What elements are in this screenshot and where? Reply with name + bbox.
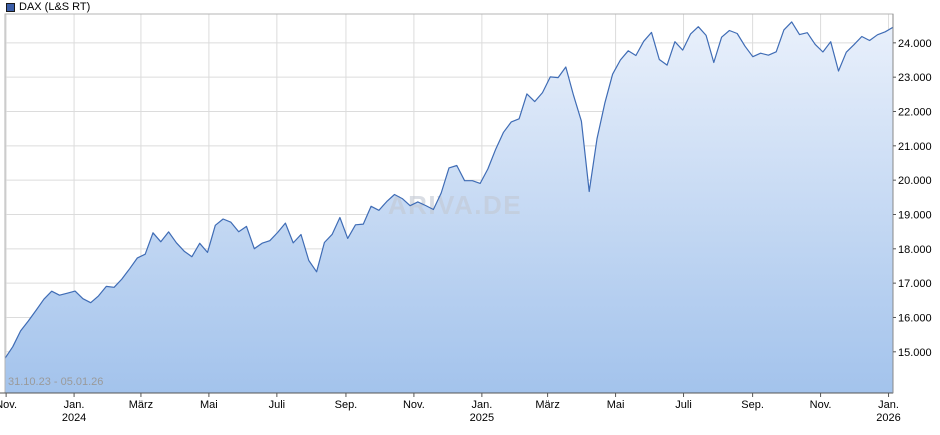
x-axis-year-label: 2026 bbox=[876, 412, 900, 424]
x-axis-label: März bbox=[129, 399, 153, 411]
x-axis-label: Juli bbox=[269, 399, 286, 411]
series-label: DAX (L&S RT) bbox=[19, 1, 91, 13]
series-marker-icon bbox=[6, 2, 15, 12]
chart-legend: DAX (L&S RT) bbox=[6, 1, 90, 13]
area-fill bbox=[5, 21, 893, 394]
y-axis-label: 23.000 bbox=[898, 72, 932, 84]
x-axis-label: Jan. bbox=[471, 399, 492, 411]
x-axis-label: Mai bbox=[607, 399, 625, 411]
y-axis-label: 21.000 bbox=[898, 141, 932, 153]
y-axis-label: 18.000 bbox=[898, 244, 932, 256]
x-axis-label: Sep. bbox=[335, 399, 358, 411]
y-axis-label: 17.000 bbox=[898, 278, 932, 290]
y-axis-label: 15.000 bbox=[898, 347, 932, 359]
x-axis-label: Juli bbox=[675, 399, 692, 411]
y-axis-label: 19.000 bbox=[898, 209, 932, 221]
x-axis-year-label: 2024 bbox=[62, 412, 86, 424]
x-axis-label: Mai bbox=[200, 399, 218, 411]
x-axis-label: Nov. bbox=[810, 399, 832, 411]
date-range-label: 31.10.23 - 05.01.26 bbox=[8, 376, 104, 388]
y-axis-label: 20.000 bbox=[898, 175, 932, 187]
x-axis-label: Jan. bbox=[64, 399, 85, 411]
price-line bbox=[4, 21, 894, 359]
x-axis-label: Nov. bbox=[0, 399, 17, 411]
x-axis-year-label: 2025 bbox=[470, 412, 494, 424]
y-axis-label: 16.000 bbox=[898, 312, 932, 324]
x-axis-label: März bbox=[535, 399, 559, 411]
x-axis-label: Nov. bbox=[403, 399, 425, 411]
y-axis-label: 22.000 bbox=[898, 106, 932, 118]
y-axis-label: 24.000 bbox=[898, 38, 932, 50]
watermark: ARIVA.DE bbox=[388, 190, 522, 220]
x-axis-label: Jan. bbox=[878, 399, 899, 411]
x-axis-label: Sep. bbox=[741, 399, 764, 411]
